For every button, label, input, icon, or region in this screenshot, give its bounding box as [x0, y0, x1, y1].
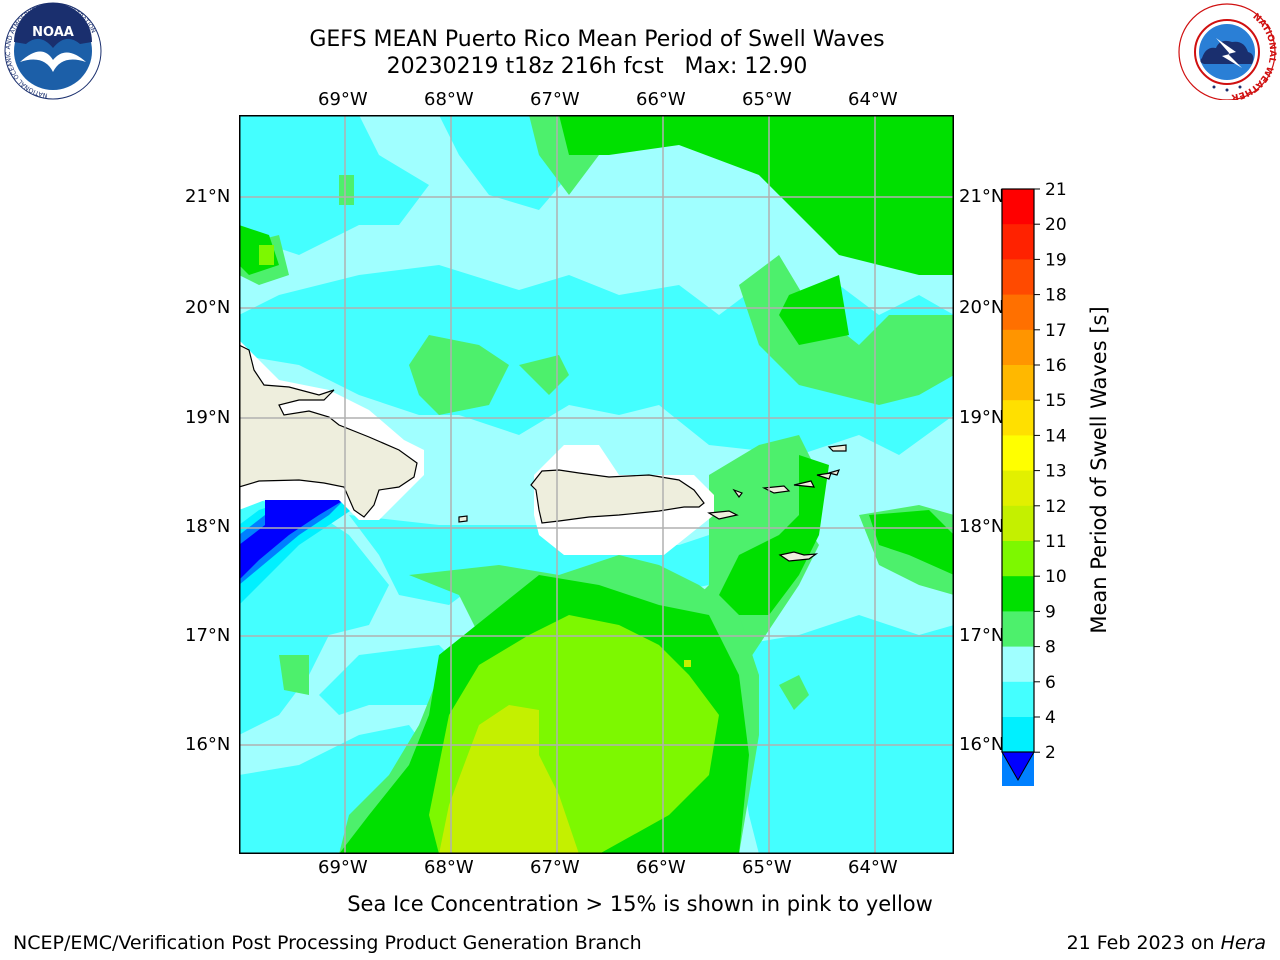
landmass	[239, 344, 847, 562]
swell-field-12-13	[439, 660, 691, 854]
colorbar-segment	[1002, 189, 1034, 225]
lat-label-left-17n: 17°N	[185, 625, 231, 646]
lat-label-right-17n: 17°N	[959, 625, 1005, 646]
lat-label-left-16n: 16°N	[185, 734, 231, 755]
colorbar-segment	[1002, 681, 1034, 718]
colorbar-segment	[1002, 717, 1034, 753]
colorbar-tick-label: 21	[1045, 180, 1067, 200]
lon-label-top-65w: 65°W	[742, 89, 792, 110]
lon-label-bottom-65w: 65°W	[742, 857, 792, 878]
colorbar-tick-label: 9	[1045, 602, 1056, 622]
lon-label-bottom-66w: 66°W	[636, 857, 686, 878]
footer-date: 21 Feb 2023 on Hera	[1067, 932, 1266, 954]
lon-label-bottom-69w: 69°W	[318, 857, 368, 878]
map-subtitle: 20230219 t18z 216h fcst Max: 12.90	[386, 54, 808, 79]
map-panel	[239, 115, 954, 854]
colorbar-segment	[1002, 400, 1034, 436]
lon-label-bottom-64w: 64°W	[848, 857, 898, 878]
colorbar-tick-label: 11	[1045, 532, 1067, 552]
colorbar-segment	[1002, 470, 1034, 507]
colorbar-tick-label: 8	[1045, 638, 1056, 658]
graticule	[239, 115, 954, 854]
sea-ice-note: Sea Ice Concentration > 15% is shown in …	[347, 892, 933, 916]
colorbar-tick-label: 15	[1045, 391, 1067, 411]
lon-label-top-64w: 64°W	[848, 89, 898, 110]
lon-label-top-68w: 68°W	[424, 89, 474, 110]
colorbar-segment	[1002, 224, 1034, 260]
colorbar-segments	[1002, 189, 1034, 786]
colorbar-segment	[1002, 435, 1034, 472]
colorbar-tick-label: 4	[1045, 708, 1056, 728]
colorbar-segment	[1002, 576, 1034, 612]
low-period-wedge	[239, 500, 359, 605]
lon-label-top-66w: 66°W	[636, 89, 686, 110]
colorbar-segment	[1002, 365, 1034, 401]
national-weather-service-logo: NATIONAL WEATHER SERVICE	[1176, 2, 1277, 100]
lat-label-left-20n: 20°N	[185, 297, 231, 318]
lon-label-bottom-67w: 67°W	[530, 857, 580, 878]
colorbar-ticks: 21 20 19 18 17 16 15 14 13 12 11 10 9 8 6 4 2	[1034, 180, 1067, 763]
colorbar-tick-label: 17	[1045, 321, 1067, 341]
colorbar-tick-label: 6	[1045, 673, 1056, 693]
lat-label-right-19n: 19°N	[959, 407, 1005, 428]
colorbar: 21 20 19 18 17 16 15 14 13 12 11 10 9 8 6 4 2 Mean Perio…	[1001, 180, 1111, 786]
colorbar-segment	[1002, 505, 1034, 542]
lat-label-right-20n: 20°N	[959, 297, 1005, 318]
lat-label-left-19n: 19°N	[185, 407, 231, 428]
footer-branch: NCEP/EMC/Verification Post Processing Pr…	[13, 932, 642, 954]
footer-date-text: 21 Feb 2023 on	[1066, 932, 1221, 954]
colorbar-segment	[1002, 611, 1034, 648]
colorbar-tick-label: 13	[1045, 462, 1067, 482]
lat-label-right-18n: 18°N	[959, 516, 1005, 537]
lat-label-right-16n: 16°N	[959, 734, 1005, 755]
lat-label-left-18n: 18°N	[185, 516, 231, 537]
colorbar-segment	[1002, 329, 1034, 366]
noaa-text: NOAA	[32, 25, 74, 40]
colorbar-tick-label: 10	[1045, 567, 1067, 587]
noaa-logo: NATIONAL OCEANIC AND ATMOSPHERIC ADMINIS…	[4, 2, 102, 100]
colorbar-tick-label: 18	[1045, 286, 1067, 306]
lon-label-top-69w: 69°W	[318, 89, 368, 110]
lon-label-top-67w: 67°W	[530, 89, 580, 110]
footer-host: Hera	[1220, 932, 1266, 954]
colorbar-segment	[1002, 259, 1034, 296]
colorbar-tick-label: 2	[1045, 743, 1056, 763]
lat-label-right-21n: 21°N	[959, 186, 1005, 207]
colorbar-tick-label: 14	[1045, 426, 1067, 446]
colorbar-segment	[1002, 294, 1034, 331]
colorbar-segment	[1002, 541, 1034, 577]
map-frame	[239, 115, 954, 854]
colorbar-segment	[1002, 646, 1034, 683]
colorbar-tick-label: 16	[1045, 356, 1067, 376]
colorbar-tick-label: 12	[1045, 497, 1067, 517]
colorbar-tick-label: 20	[1045, 215, 1067, 235]
colorbar-tick-label: 19	[1045, 250, 1067, 270]
lon-label-bottom-68w: 68°W	[424, 857, 474, 878]
map-title: GEFS MEAN Puerto Rico Mean Period of Swe…	[309, 27, 885, 52]
lat-label-left-21n: 21°N	[185, 186, 231, 207]
colorbar-label: Mean Period of Swell Waves [s]	[1087, 306, 1111, 633]
